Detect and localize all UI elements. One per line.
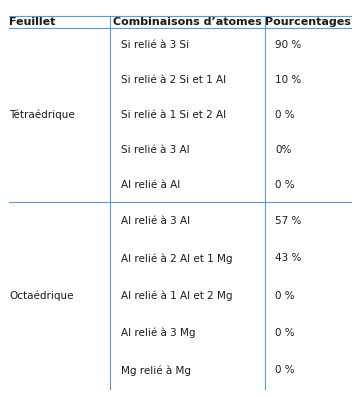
Text: 0 %: 0 % [275, 291, 295, 301]
Text: Octaédrique: Octaédrique [9, 291, 73, 301]
Text: Pourcentages: Pourcentages [265, 17, 351, 27]
Text: Al relié à 2 Al et 1 Mg: Al relié à 2 Al et 1 Mg [121, 253, 232, 264]
Text: 57 %: 57 % [275, 216, 302, 226]
Text: 43 %: 43 % [275, 253, 302, 264]
Text: 90 %: 90 % [275, 40, 302, 50]
Text: 0 %: 0 % [275, 180, 295, 190]
Text: 0%: 0% [275, 145, 292, 155]
Text: Tétraédrique: Tétraédrique [9, 110, 75, 120]
Text: Si relié à 3 Al: Si relié à 3 Al [121, 145, 189, 155]
Text: Al relié à 3 Al: Al relié à 3 Al [121, 216, 190, 226]
Text: Si relié à 3 Si: Si relié à 3 Si [121, 40, 189, 50]
Text: Al relié à 3 Mg: Al relié à 3 Mg [121, 328, 195, 338]
Text: Al relié à 1 Al et 2 Mg: Al relié à 1 Al et 2 Mg [121, 291, 232, 301]
Text: Si relié à 1 Si et 2 Al: Si relié à 1 Si et 2 Al [121, 110, 226, 120]
Text: Combinaisons d’atomes: Combinaisons d’atomes [113, 17, 262, 27]
Text: 0 %: 0 % [275, 365, 295, 376]
Text: 0 %: 0 % [275, 328, 295, 338]
Text: Al relié à Al: Al relié à Al [121, 180, 180, 190]
Text: Feuillet: Feuillet [9, 17, 55, 27]
Text: Mg relié à Mg: Mg relié à Mg [121, 365, 190, 376]
Text: 10 %: 10 % [275, 75, 302, 85]
Text: 0 %: 0 % [275, 110, 295, 120]
Text: Si relié à 2 Si et 1 Al: Si relié à 2 Si et 1 Al [121, 75, 226, 85]
